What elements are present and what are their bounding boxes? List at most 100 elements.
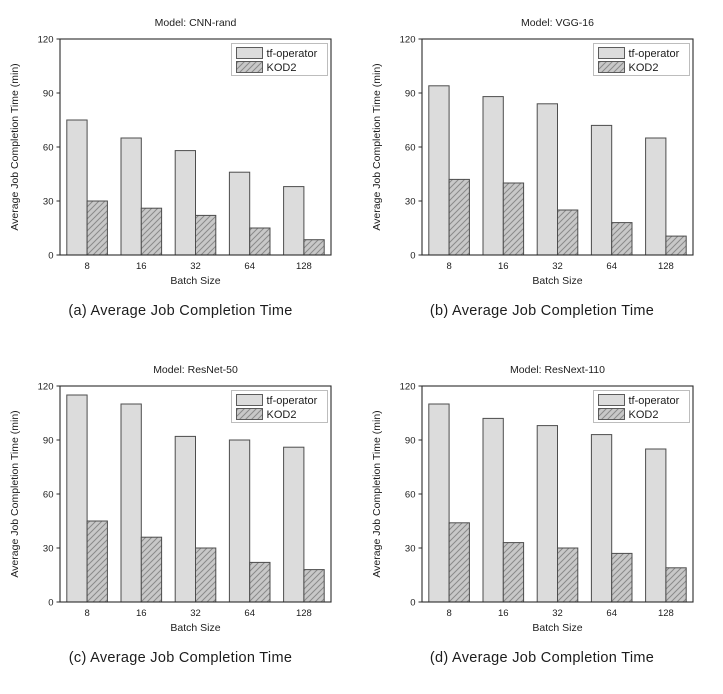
x-tick-label: 128 <box>296 608 312 619</box>
legend-swatch-tf-operator <box>236 394 263 406</box>
y-tick-label: 60 <box>404 489 415 500</box>
y-tick-label: 30 <box>404 543 415 554</box>
bar-KOD2-128 <box>664 567 687 603</box>
bar-tf-operator-128 <box>283 446 305 603</box>
bar-KOD2-32 <box>195 547 217 603</box>
x-tick-label: 32 <box>552 261 563 272</box>
chart-panel-c: Model: ResNet-50 8 16 32 64 128 0 30 60 90 120 Aver… <box>0 347 361 694</box>
x-tick-label: 8 <box>446 261 451 272</box>
y-tick-label: 0 <box>410 250 415 261</box>
subfigure-caption-b: (b) Average Job Completion Time <box>429 303 655 319</box>
bar-KOD2-64 <box>610 552 632 603</box>
legend-label-KOD2: KOD2 <box>628 409 658 421</box>
x-tick-label: 8 <box>84 261 89 272</box>
legend-swatch-tf-operator <box>236 47 263 59</box>
y-tick-label: 120 <box>38 381 54 392</box>
bar-KOD2-16 <box>140 536 163 603</box>
bar-tf-operator-16 <box>120 137 142 256</box>
x-tick-label: 64 <box>244 261 255 272</box>
legend-label-tf-operator: tf-operator <box>628 395 679 407</box>
legend-swatch-KOD2 <box>597 61 625 73</box>
bar-chart-cnn-rand: Model: CNN-rand 8 16 32 64 128 0 30 60 90 120 Avera… <box>9 17 332 287</box>
bar-chart-resnet-50: Model: ResNet-50 8 16 32 64 128 0 30 60 90 120 Aver… <box>9 364 332 634</box>
y-tick-label: 120 <box>399 34 415 45</box>
bar-tf-operator-128 <box>644 448 666 603</box>
chart-title: Model: VGG-16 <box>521 17 594 29</box>
bar-tf-operator-32 <box>174 435 196 603</box>
legend: tf-operator KOD2 <box>592 390 690 423</box>
bar-KOD2-16 <box>502 182 524 256</box>
y-tick-label: 90 <box>404 88 415 99</box>
chart-title: Model: CNN-rand <box>155 17 237 29</box>
bar-tf-operator-64 <box>228 171 251 256</box>
legend-label-tf-operator: tf-operator <box>267 395 318 407</box>
x-tick-label: 32 <box>190 261 201 272</box>
y-axis-label: Average Job Completion Time (min) <box>9 63 21 230</box>
bar-KOD2-64 <box>249 227 271 256</box>
bar-KOD2-32 <box>556 209 578 256</box>
x-tick-label: 128 <box>657 608 673 619</box>
bar-tf-operator-16 <box>482 417 504 603</box>
bar-KOD2-64 <box>249 561 271 603</box>
bar-tf-operator-128 <box>644 137 666 256</box>
legend-label-tf-operator: tf-operator <box>267 48 318 60</box>
legend: tf-operator KOD2 <box>592 43 690 76</box>
bar-KOD2-8 <box>448 178 470 256</box>
bar-chart-vgg-16: Model: VGG-16 8 16 32 64 128 0 30 60 90 120 Average… <box>371 17 694 287</box>
legend-swatch-KOD2 <box>236 61 263 73</box>
x-tick-label: 64 <box>606 261 617 272</box>
legend: tf-operator KOD2 <box>231 43 328 76</box>
bar-KOD2-32 <box>556 547 578 603</box>
chart-panel-b: Model: VGG-16 8 16 32 64 128 0 30 60 90 120 Average… <box>361 0 723 347</box>
x-tick-label: 16 <box>136 261 147 272</box>
bar-tf-operator-16 <box>482 96 504 256</box>
bar-chart-resnext-110: Model: ResNext-110 8 16 32 64 128 0 30 60 90 120 Av… <box>371 364 694 634</box>
chart-title: Model: ResNext-110 <box>510 364 605 376</box>
subfigure-caption-c: (c) Average Job Completion Time <box>68 650 293 666</box>
bar-KOD2-8 <box>86 200 108 256</box>
subfigure-caption-d: (d) Average Job Completion Time <box>429 650 655 666</box>
x-tick-label: 64 <box>606 608 617 619</box>
x-tick-label: 16 <box>498 608 509 619</box>
legend-swatch-tf-operator <box>597 394 625 406</box>
bar-tf-operator-128 <box>283 186 305 256</box>
subfigure-caption-a: (a) Average Job Completion Time <box>68 303 293 319</box>
legend: tf-operator KOD2 <box>231 390 328 423</box>
bar-KOD2-128 <box>303 239 325 256</box>
y-tick-label: 0 <box>48 250 53 261</box>
y-tick-label: 90 <box>43 435 54 446</box>
bar-tf-operator-8 <box>427 85 450 256</box>
bar-KOD2-8 <box>86 520 108 603</box>
x-tick-label: 32 <box>552 608 563 619</box>
bar-tf-operator-32 <box>536 103 558 256</box>
y-tick-label: 30 <box>43 543 54 554</box>
bar-tf-operator-8 <box>66 119 88 256</box>
bar-KOD2-64 <box>610 222 632 256</box>
y-axis-label: Average Job Completion Time (min) <box>371 410 383 577</box>
chart-panel-a: Model: CNN-rand 8 16 32 64 128 0 30 60 90 120 Avera… <box>0 0 361 347</box>
bar-tf-operator-16 <box>120 403 142 603</box>
x-tick-label: 8 <box>446 608 451 619</box>
bar-KOD2-128 <box>303 569 325 603</box>
chart-title: Model: ResNet-50 <box>153 364 238 376</box>
y-tick-label: 90 <box>43 88 54 99</box>
y-tick-label: 120 <box>399 381 415 392</box>
x-tick-label: 128 <box>657 261 673 272</box>
x-axis-label: Batch Size <box>170 275 220 287</box>
bar-tf-operator-64 <box>228 439 251 603</box>
legend-label-KOD2: KOD2 <box>628 62 658 74</box>
y-axis-label: Average Job Completion Time (min) <box>9 410 21 577</box>
y-tick-label: 60 <box>43 489 54 500</box>
legend-swatch-tf-operator <box>597 47 625 59</box>
legend-swatch-KOD2 <box>597 408 625 420</box>
bar-tf-operator-64 <box>590 434 612 603</box>
legend-label-KOD2: KOD2 <box>267 62 297 74</box>
bar-KOD2-8 <box>448 522 470 603</box>
legend-label-tf-operator: tf-operator <box>628 48 679 60</box>
bar-KOD2-16 <box>140 207 163 256</box>
bar-tf-operator-32 <box>174 150 196 256</box>
bar-tf-operator-8 <box>66 394 88 603</box>
y-tick-label: 30 <box>43 196 54 207</box>
x-tick-label: 8 <box>84 608 89 619</box>
bar-KOD2-32 <box>195 214 217 256</box>
